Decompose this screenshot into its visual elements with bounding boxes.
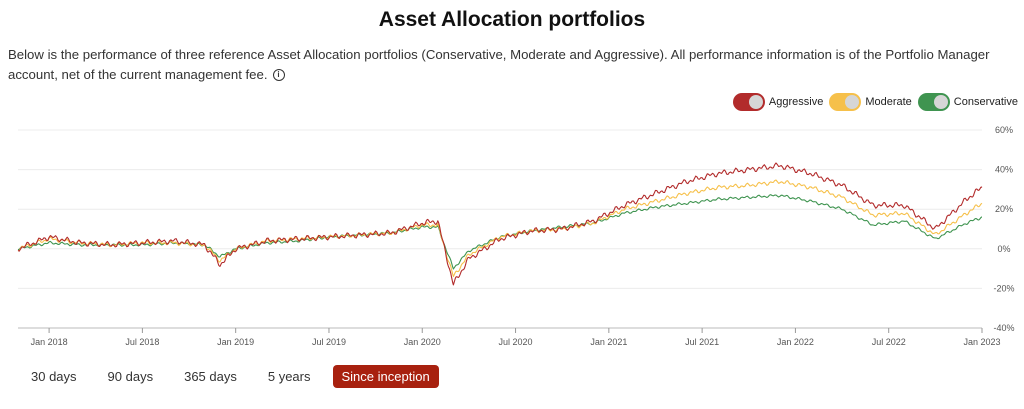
toggle-knob xyxy=(933,95,948,109)
x-tick-label: Jan 2020 xyxy=(404,337,441,347)
y-tick-label: -40% xyxy=(993,323,1014,333)
legend-label-aggressive: Aggressive xyxy=(768,96,824,108)
legend-item-moderate[interactable]: Moderate xyxy=(829,93,912,111)
page-title: Asset Allocation portfolios xyxy=(378,8,646,31)
series-line-moderate xyxy=(17,179,983,278)
x-tick-label: Jan 2022 xyxy=(777,337,814,347)
x-tick-label: Jul 2021 xyxy=(685,337,719,347)
legend-label-conservative: Conservative xyxy=(953,96,1018,108)
x-tick-label: Jul 2020 xyxy=(499,337,533,347)
chart-legend: Aggressive Moderate Conservative xyxy=(727,93,1018,111)
page-description: Below is the performance of three refere… xyxy=(8,45,1013,85)
y-tick-label: 20% xyxy=(995,204,1013,214)
period-tabs: 30 days 90 days 365 days 5 years Since i… xyxy=(22,365,452,388)
x-tick-label: Jul 2018 xyxy=(125,337,159,347)
tab-since-inception[interactable]: Since inception xyxy=(332,365,439,388)
x-tick-label: Jul 2019 xyxy=(312,337,346,347)
tab-365-days[interactable]: 365 days xyxy=(184,369,237,384)
x-tick-label: Jan 2018 xyxy=(31,337,68,347)
x-tick-label: Jan 2021 xyxy=(590,337,627,347)
x-tick-label: Jul 2022 xyxy=(872,337,906,347)
y-tick-label: 40% xyxy=(995,165,1013,175)
x-tick-label: Jan 2023 xyxy=(963,337,1000,347)
series-line-aggressive xyxy=(17,162,983,286)
tab-5-years[interactable]: 5 years xyxy=(267,369,311,384)
description-text: Below is the performance of three refere… xyxy=(8,47,990,82)
tab-30-days[interactable]: 30 days xyxy=(31,369,77,384)
tab-90-days[interactable]: 90 days xyxy=(107,369,154,384)
info-circle-icon[interactable]: i xyxy=(272,69,285,81)
toggle-aggressive[interactable] xyxy=(732,93,765,111)
x-tick-label: Jan 2019 xyxy=(217,337,254,347)
y-tick-label: 0% xyxy=(997,244,1010,254)
toggle-knob xyxy=(845,95,860,109)
legend-label-moderate: Moderate xyxy=(865,96,912,108)
performance-chart[interactable]: 60% 40% 20% 0% -20% -40% Jan 2018 Jul 2018 Jan 2… xyxy=(0,120,1024,350)
series-line-conservative xyxy=(17,194,982,270)
legend-item-conservative[interactable]: Conservative xyxy=(917,93,1018,111)
y-tick-label: -20% xyxy=(993,283,1014,293)
toggle-knob xyxy=(748,95,763,109)
toggle-conservative[interactable] xyxy=(917,93,950,111)
legend-item-aggressive[interactable]: Aggressive xyxy=(732,93,824,111)
toggle-moderate[interactable] xyxy=(829,93,862,111)
y-tick-label: 60% xyxy=(995,125,1013,135)
